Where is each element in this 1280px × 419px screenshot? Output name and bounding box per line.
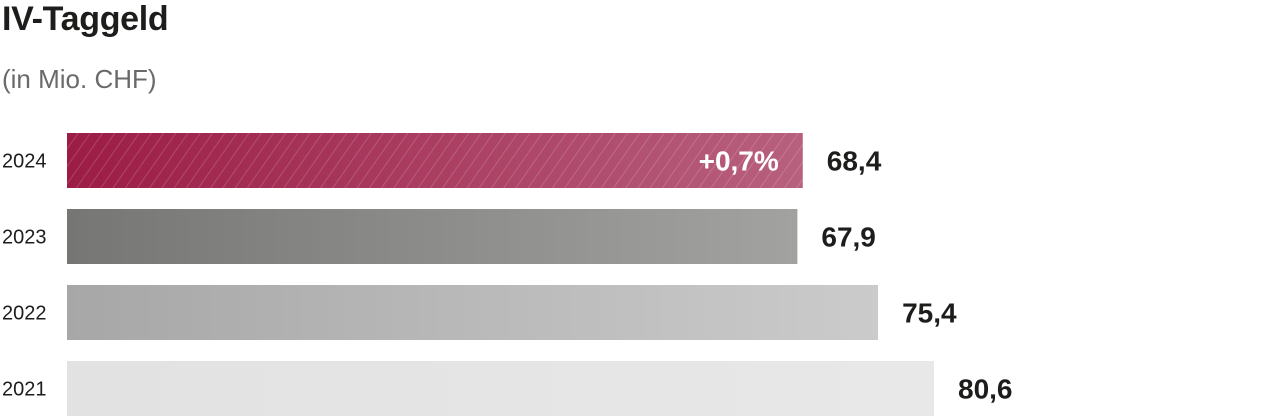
- chart-subtitle: (in Mio. CHF): [2, 64, 157, 94]
- value-label-2024: 68,4: [827, 146, 882, 177]
- category-label-2024: 2024: [2, 151, 47, 173]
- bar-2023: [67, 209, 798, 264]
- value-label-2023: 67,9: [821, 222, 876, 253]
- change-label-2024: +0,7%: [699, 146, 779, 177]
- category-label-2023: 2023: [2, 227, 47, 249]
- category-label-2022: 2022: [2, 303, 47, 325]
- bar-2022: [67, 285, 879, 340]
- value-label-2021: 80,6: [958, 374, 1013, 405]
- bar-2021: [67, 361, 934, 416]
- category-label-2021: 2021: [2, 379, 47, 401]
- value-label-2022: 75,4: [902, 298, 957, 329]
- chart-title: IV-Taggeld: [2, 0, 169, 38]
- bar-hatch-2024: [67, 133, 803, 188]
